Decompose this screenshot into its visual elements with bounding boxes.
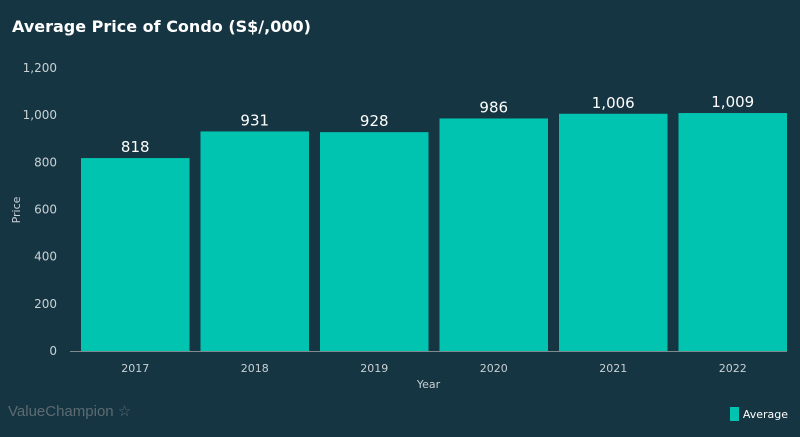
data-label: 1,006: [592, 94, 635, 112]
data-label: 1,009: [711, 93, 754, 111]
y-tick-label: 1,000: [23, 108, 57, 122]
data-label: 986: [479, 98, 508, 116]
y-tick-label: 0: [49, 344, 57, 358]
y-tick-label: 1,200: [23, 61, 57, 75]
x-tick-label: 2022: [719, 362, 747, 375]
brand-text: ValueChampion: [8, 403, 114, 420]
data-label: 818: [121, 138, 150, 156]
y-tick-label: 600: [34, 203, 57, 217]
bar-2021[interactable]: [559, 113, 668, 351]
y-tick-label: 800: [34, 155, 57, 169]
bar-2020[interactable]: [439, 118, 549, 352]
data-label: 928: [360, 112, 389, 130]
x-axis-label: Year: [416, 378, 441, 391]
x-tick-label: 2017: [121, 362, 149, 375]
bar-2019[interactable]: [320, 132, 429, 351]
bar-2018[interactable]: [200, 131, 310, 351]
chart-title: Average Price of Condo (S$/,000): [12, 17, 311, 36]
y-axis-label: Price: [10, 196, 23, 223]
brand-logo: ValueChampion ☆: [8, 402, 131, 420]
star-icon: ☆: [117, 403, 132, 420]
x-tick-label: 2020: [480, 362, 508, 375]
bar-2022[interactable]: [678, 113, 788, 352]
legend-swatch: [729, 407, 739, 421]
y-tick-label: 200: [34, 297, 57, 311]
legend[interactable]: Average: [729, 407, 788, 421]
y-tick-label: 400: [34, 250, 57, 264]
bar-2017[interactable]: [81, 158, 190, 351]
legend-label: Average: [742, 407, 788, 421]
data-label: 931: [240, 111, 269, 129]
x-tick-label: 2018: [241, 362, 269, 375]
x-tick-label: 2021: [599, 362, 627, 375]
x-tick-label: 2019: [360, 362, 388, 375]
